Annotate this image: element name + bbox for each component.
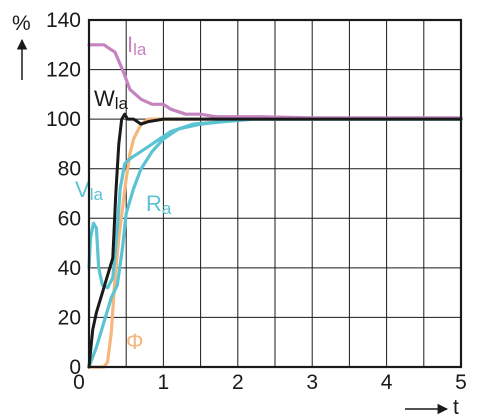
series-label: Φ — [126, 329, 144, 354]
x-tick-label: 3 — [306, 371, 318, 394]
x-tick-label: 5 — [455, 371, 467, 394]
y-tick-labels: 0 20 40 60 80 100 120 140 — [46, 9, 81, 379]
series-label: Vla — [75, 177, 103, 204]
grid — [89, 20, 461, 367]
y-tick-label: 0 — [69, 356, 81, 379]
y-tick-label: 40 — [58, 257, 81, 280]
plot-frame — [87, 18, 463, 369]
series-labels: Ila Wla Vla Ra Φ — [75, 32, 172, 354]
x-tick-label: 0 — [73, 371, 85, 394]
y-tick-label: 60 — [58, 207, 81, 230]
x-unit-label: t — [453, 396, 459, 417]
series-lines — [87, 43, 463, 369]
y-tick-label: 100 — [46, 108, 81, 131]
series-label: Ila — [127, 32, 147, 59]
series-line-Ila — [87, 43, 463, 120]
series-label: Ra — [146, 191, 172, 218]
series-label: Wla — [94, 86, 129, 113]
y-tick-label: 120 — [46, 59, 81, 82]
x-tick-label: 1 — [158, 371, 170, 394]
y-tick-label: 20 — [58, 306, 81, 329]
y-tick-label: 80 — [58, 158, 81, 181]
x-tick-label: 2 — [232, 371, 244, 394]
x-tick-labels: 0 1 2 3 4 5 — [73, 371, 467, 394]
series-line-Wla — [87, 112, 463, 369]
x-tick-label: 4 — [381, 371, 393, 394]
y-unit-label: % — [12, 12, 31, 35]
y-tick-label: 140 — [46, 9, 81, 32]
